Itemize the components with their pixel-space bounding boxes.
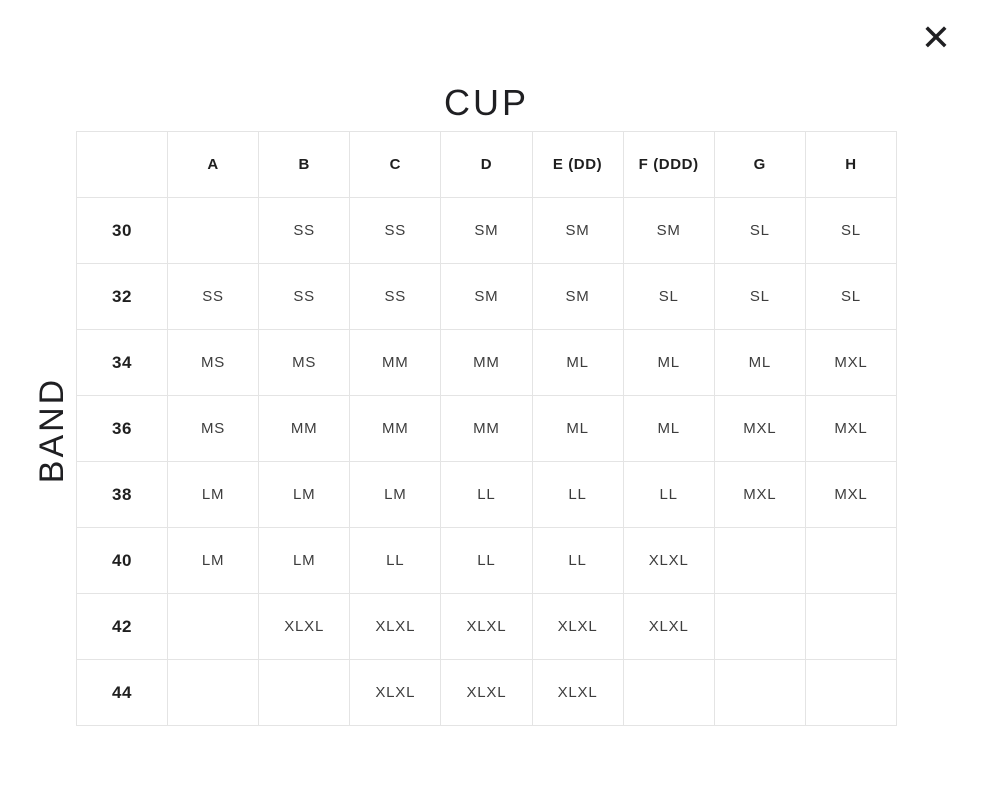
size-cell: MXL xyxy=(804,329,898,396)
size-cell: XLXL xyxy=(622,593,715,660)
size-cell xyxy=(166,659,260,726)
band-row-header: 42 xyxy=(76,593,168,660)
corner-cell xyxy=(76,131,168,198)
size-cell: XLXL xyxy=(531,659,624,726)
size-cell: MS xyxy=(166,329,260,396)
size-cell: LL xyxy=(622,461,715,528)
size-cell: SS xyxy=(258,197,351,264)
size-cell xyxy=(622,659,715,726)
size-cell xyxy=(713,527,806,594)
size-cell: LL xyxy=(531,461,624,528)
size-cell: LL xyxy=(531,527,624,594)
size-cell: XLXL xyxy=(349,593,442,660)
size-cell: ML xyxy=(622,329,715,396)
size-cell: SL xyxy=(804,263,898,330)
table-row: 34 MS MS MM MM ML ML ML MXL xyxy=(76,329,898,396)
size-cell xyxy=(166,197,260,264)
size-cell: XLXL xyxy=(258,593,351,660)
size-cell: LM xyxy=(258,461,351,528)
size-cell: SS xyxy=(258,263,351,330)
size-cell: LM xyxy=(166,527,260,594)
size-cell: MM xyxy=(349,395,442,462)
size-cell: SM xyxy=(531,197,624,264)
size-cell: XLXL xyxy=(440,593,533,660)
size-cell: LM xyxy=(258,527,351,594)
cup-column-header: G xyxy=(713,131,806,198)
cup-axis-label: CUP xyxy=(443,82,529,123)
size-cell xyxy=(713,593,806,660)
size-cell: SM xyxy=(531,263,624,330)
table-body: 30 SS SS SM SM SM SL SL 32 SS SS SS SM SM SL SL SL 34 MS MS… xyxy=(76,197,898,726)
size-cell: SL xyxy=(804,197,898,264)
table-row: 40 LM LM LL LL LL XLXL xyxy=(76,527,898,594)
cup-column-header: F (DDD) xyxy=(622,131,715,198)
size-cell: LM xyxy=(349,461,442,528)
size-cell xyxy=(258,659,351,726)
size-cell: MXL xyxy=(713,461,806,528)
size-cell: SS xyxy=(349,263,442,330)
cup-column-header: H xyxy=(804,131,898,198)
band-row-header: 34 xyxy=(76,329,168,396)
size-cell xyxy=(804,527,898,594)
size-cell: MM xyxy=(349,329,442,396)
size-cell: MM xyxy=(440,329,533,396)
table-row: 36 MS MM MM MM ML ML MXL MXL xyxy=(76,395,898,462)
size-cell xyxy=(804,659,898,726)
band-row-header: 44 xyxy=(76,659,168,726)
size-cell xyxy=(166,593,260,660)
size-cell: ML xyxy=(531,329,624,396)
table-row: 38 LM LM LM LL LL LL MXL MXL xyxy=(76,461,898,528)
size-cell: LL xyxy=(349,527,442,594)
cup-column-header: A xyxy=(166,131,260,198)
cup-column-header: E (DD) xyxy=(531,131,624,198)
size-cell: SM xyxy=(440,263,533,330)
size-cell: XLXL xyxy=(622,527,715,594)
table-row: 44 XLXL XLXL XLXL xyxy=(76,659,898,726)
table-row: 42 XLXL XLXL XLXL XLXL XLXL xyxy=(76,593,898,660)
size-cell: ML xyxy=(713,329,806,396)
band-axis-label: BAND xyxy=(33,376,71,484)
size-cell: SM xyxy=(622,197,715,264)
size-cell: SL xyxy=(622,263,715,330)
size-cell: XLXL xyxy=(349,659,442,726)
size-cell: MS xyxy=(166,395,260,462)
size-cell: MM xyxy=(440,395,533,462)
band-row-header: 40 xyxy=(76,527,168,594)
cup-column-header: B xyxy=(258,131,351,198)
size-cell: ML xyxy=(622,395,715,462)
size-cell: SL xyxy=(713,197,806,264)
size-cell: LL xyxy=(440,527,533,594)
size-cell: XLXL xyxy=(531,593,624,660)
table-row: 32 SS SS SS SM SM SL SL SL xyxy=(76,263,898,330)
size-cell: ML xyxy=(531,395,624,462)
size-cell: MXL xyxy=(713,395,806,462)
band-row-header: 30 xyxy=(76,197,168,264)
size-cell: SS xyxy=(349,197,442,264)
close-button[interactable]: ✕ xyxy=(914,16,958,60)
size-cell: MXL xyxy=(804,395,898,462)
size-cell xyxy=(804,593,898,660)
cup-column-header: D xyxy=(440,131,533,198)
size-cell: SM xyxy=(440,197,533,264)
size-cell: SL xyxy=(713,263,806,330)
band-row-header: 32 xyxy=(76,263,168,330)
table-row: 30 SS SS SM SM SM SL SL xyxy=(76,197,898,264)
size-cell: MXL xyxy=(804,461,898,528)
size-cell: MM xyxy=(258,395,351,462)
band-row-header: 38 xyxy=(76,461,168,528)
size-cell: XLXL xyxy=(440,659,533,726)
close-icon: ✕ xyxy=(920,17,952,58)
band-row-header: 36 xyxy=(76,395,168,462)
size-cell: MS xyxy=(258,329,351,396)
size-cell: LM xyxy=(166,461,260,528)
size-cell: SS xyxy=(166,263,260,330)
cup-column-header: C xyxy=(349,131,442,198)
size-cell: LL xyxy=(440,461,533,528)
size-cell xyxy=(713,659,806,726)
